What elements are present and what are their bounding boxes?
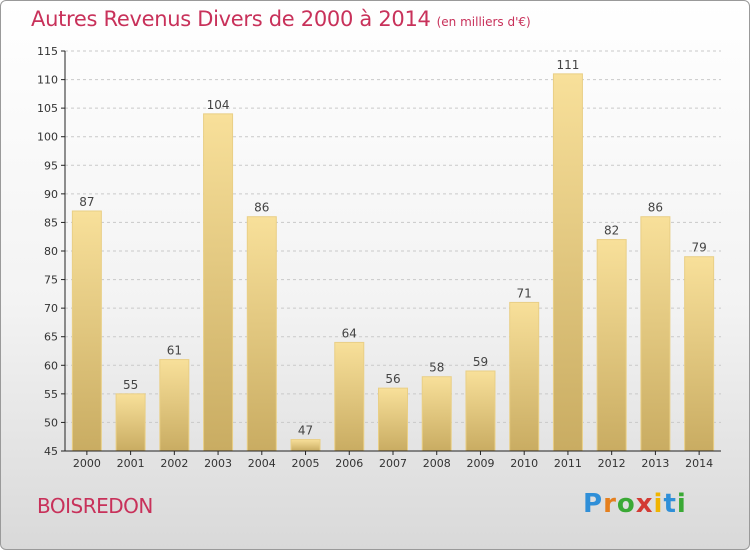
- x-tick-label: 2013: [641, 457, 669, 470]
- y-tick-label: 70: [44, 302, 58, 315]
- bar-2003: [203, 113, 234, 452]
- data-label: 111: [556, 58, 579, 72]
- chart-title-text: Autres Revenus Divers de 2000 à 2014: [31, 7, 431, 31]
- bars: [71, 73, 715, 452]
- bar-2004: [246, 216, 277, 452]
- bar-2010: [509, 301, 540, 452]
- x-tick-label: 2010: [510, 457, 538, 470]
- x-tick-label: 2002: [160, 457, 188, 470]
- y-tick-label: 95: [44, 159, 58, 172]
- data-label: 64: [342, 326, 357, 340]
- data-label: 59: [473, 355, 488, 369]
- x-tick-labels: 2000 2001 2002 2003 2004 2005 2006 2007 2008 2009…: [73, 457, 713, 470]
- data-label: 61: [167, 344, 182, 358]
- data-label: 55: [123, 378, 138, 392]
- x-tick-label: 2012: [598, 457, 626, 470]
- x-tick-label: 2001: [117, 457, 145, 470]
- y-tick-label: 100: [37, 131, 58, 144]
- data-label: 47: [298, 424, 313, 438]
- y-tick-label: 50: [44, 416, 58, 429]
- bar-2009: [465, 370, 496, 452]
- chart-title: Autres Revenus Divers de 2000 à 2014 (en …: [31, 7, 531, 31]
- y-tick-label: 115: [37, 45, 58, 58]
- data-label: 71: [517, 286, 532, 300]
- y-tick-label: 45: [44, 445, 58, 458]
- city-name: BOISREDON: [37, 494, 153, 518]
- x-tick-label: 2000: [73, 457, 101, 470]
- data-label: 82: [604, 224, 619, 238]
- data-label: 56: [385, 372, 400, 386]
- bar-2012: [596, 239, 627, 452]
- y-tick-label: 90: [44, 188, 58, 201]
- x-tick-label: 2011: [554, 457, 582, 470]
- x-tick-label: 2005: [292, 457, 320, 470]
- axes: [61, 50, 721, 455]
- data-label: 86: [648, 201, 663, 215]
- y-tick-label: 105: [37, 102, 58, 115]
- y-tick-label: 55: [44, 388, 58, 401]
- y-tick-label: 65: [44, 331, 58, 344]
- bar-2008: [421, 376, 452, 452]
- data-label: 87: [79, 195, 94, 209]
- x-tick-label: 2009: [466, 457, 494, 470]
- y-tick-label: 75: [44, 274, 58, 287]
- bar-2002: [159, 359, 190, 452]
- data-label: 86: [254, 201, 269, 215]
- x-tick-label: 2007: [379, 457, 407, 470]
- proxiti-logo: Proxiti: [583, 489, 687, 519]
- bar-2000: [71, 210, 102, 452]
- data-labels: 87 55 61 104 86 47 64 56 58 59 71 111 82 86 79: [79, 58, 707, 438]
- bar-2001: [115, 393, 146, 452]
- bar-2014: [684, 256, 715, 452]
- data-label: 79: [691, 241, 706, 255]
- bar-2007: [378, 387, 408, 452]
- x-tick-label: 2003: [204, 457, 232, 470]
- data-label: 58: [429, 361, 444, 375]
- x-tick-label: 2008: [423, 457, 451, 470]
- chart-unit: (en milliers d'€): [436, 15, 531, 29]
- bar-2006: [334, 341, 365, 452]
- y-tick-labels: 45 50 55 60 65 70 75 80 85 90 95 100 105 110 115: [37, 45, 58, 458]
- bar-2005: [290, 439, 321, 452]
- y-tick-label: 85: [44, 216, 58, 229]
- bar-2011: [552, 73, 583, 452]
- x-tick-label: 2014: [685, 457, 713, 470]
- y-tick-label: 60: [44, 359, 58, 372]
- y-tick-label: 80: [44, 245, 58, 258]
- x-tick-label: 2004: [248, 457, 276, 470]
- y-tick-label: 110: [37, 74, 58, 87]
- bar-2013: [640, 216, 671, 452]
- x-tick-label: 2006: [335, 457, 363, 470]
- data-label: 104: [207, 98, 230, 112]
